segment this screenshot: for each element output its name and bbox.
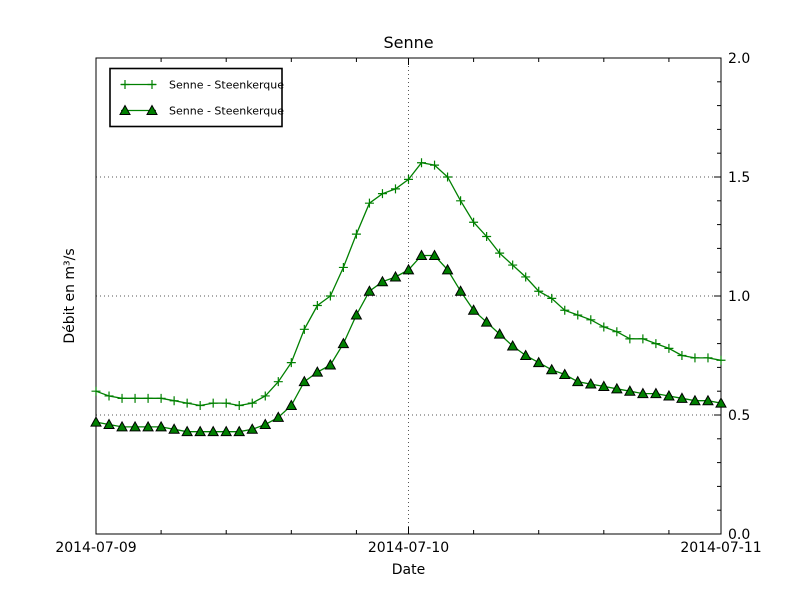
y-tick-labels: 0.0 0.5 1.0 1.5 2.0 [728,51,750,543]
x-tick-label: 2014-07-11 [680,540,761,556]
legend-entry-1: Senne - Steenkerque [119,104,284,118]
chart-title: Senne [383,33,433,52]
y-tick-label: 2.0 [728,51,750,67]
series-plus [91,158,726,410]
x-tick-label: 2014-07-09 [55,540,136,556]
y-tick-label: 1.5 [728,170,750,186]
legend-label: Senne - Steenkerque [169,105,284,118]
x-axis-label: Date [392,562,425,578]
x-tick-label: 2014-07-10 [368,540,449,556]
x-tick-labels: 2014-07-09 2014-07-10 2014-07-11 [55,540,761,556]
legend: Senne - Steenkerque Senne - Steenkerque [109,67,284,128]
legend-label: Senne - Steenkerque [169,79,284,92]
legend-box [109,67,283,128]
y-tick-label: 0.0 [728,527,750,543]
axis-ticks [95,57,722,535]
y-tick-label: 1.0 [728,289,750,305]
series-triangle [90,249,727,437]
series-triangle-markers [90,249,727,437]
y-tick-label: 0.5 [728,408,750,424]
series-plus-markers [91,158,726,410]
legend-entry-0: Senne - Steenkerque [120,79,284,92]
y-axis-label: Débit en m³/s [62,248,78,343]
